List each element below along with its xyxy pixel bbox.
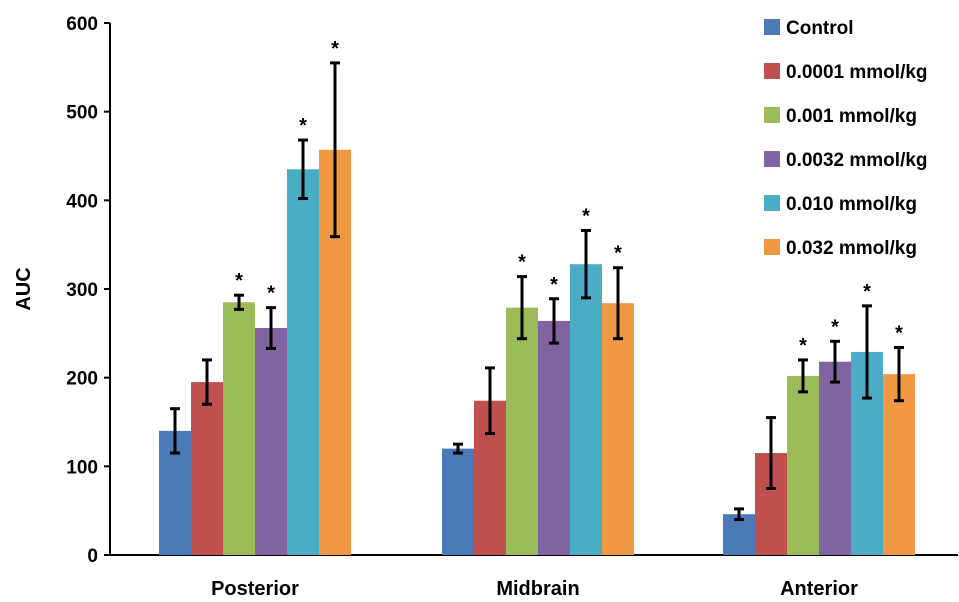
bar: [538, 320, 570, 555]
significance-star: *: [582, 205, 590, 227]
legend-swatch: [764, 19, 780, 35]
bar: [570, 264, 602, 555]
significance-star: *: [518, 252, 526, 274]
y-tick-label: 600: [66, 14, 98, 35]
legend-swatch: [764, 239, 780, 255]
significance-star: *: [331, 38, 339, 60]
bar: [819, 361, 851, 555]
legend: Control 0.0001 mmol/kg 0.001 mmol/kg 0.0032…: [764, 18, 928, 259]
bar: [442, 448, 474, 555]
category-label: Midbrain: [496, 578, 579, 600]
legend-label: 0.001 mmol/kg: [786, 106, 917, 127]
y-tick-label: 500: [66, 103, 98, 124]
significance-star: *: [895, 323, 903, 345]
y-tick-label: 200: [66, 369, 98, 390]
bar: [223, 302, 255, 555]
category-label: Posterior: [211, 578, 299, 600]
significance-star: *: [614, 243, 622, 265]
significance-star: *: [799, 335, 807, 357]
legend-label: 0.0001 mmol/kg: [786, 62, 928, 83]
legend-swatch: [764, 63, 780, 79]
y-tick-label: 300: [66, 280, 98, 301]
bar: [787, 375, 819, 555]
legend-swatch: [764, 195, 780, 211]
bar: [191, 382, 223, 555]
legend-label: 0.010 mmol/kg: [786, 194, 917, 215]
y-axis-title: AUC: [13, 267, 35, 310]
significance-star: *: [550, 274, 558, 296]
y-tick-label: 100: [66, 457, 98, 478]
bar: [287, 169, 319, 556]
plot-area: 0 100 200 300 400 500 600 * * * * Posterior * * * * Midb…: [66, 14, 958, 600]
significance-star: *: [267, 283, 275, 305]
y-tick-label: 0: [87, 546, 98, 567]
bar: [255, 328, 287, 555]
legend-label: 0.0032 mmol/kg: [786, 150, 928, 171]
legend-label: Control: [786, 18, 854, 39]
significance-star: *: [235, 270, 243, 292]
bar: [602, 303, 634, 555]
legend-swatch: [764, 107, 780, 123]
significance-star: *: [299, 115, 307, 137]
y-tick-label: 400: [66, 191, 98, 212]
significance-star: *: [863, 281, 871, 303]
significance-star: *: [831, 316, 839, 338]
bar: [506, 307, 538, 555]
legend-label: 0.032 mmol/kg: [786, 238, 917, 259]
category-label: Anterior: [780, 578, 858, 600]
bar: [883, 374, 915, 555]
legend-swatch: [764, 151, 780, 167]
